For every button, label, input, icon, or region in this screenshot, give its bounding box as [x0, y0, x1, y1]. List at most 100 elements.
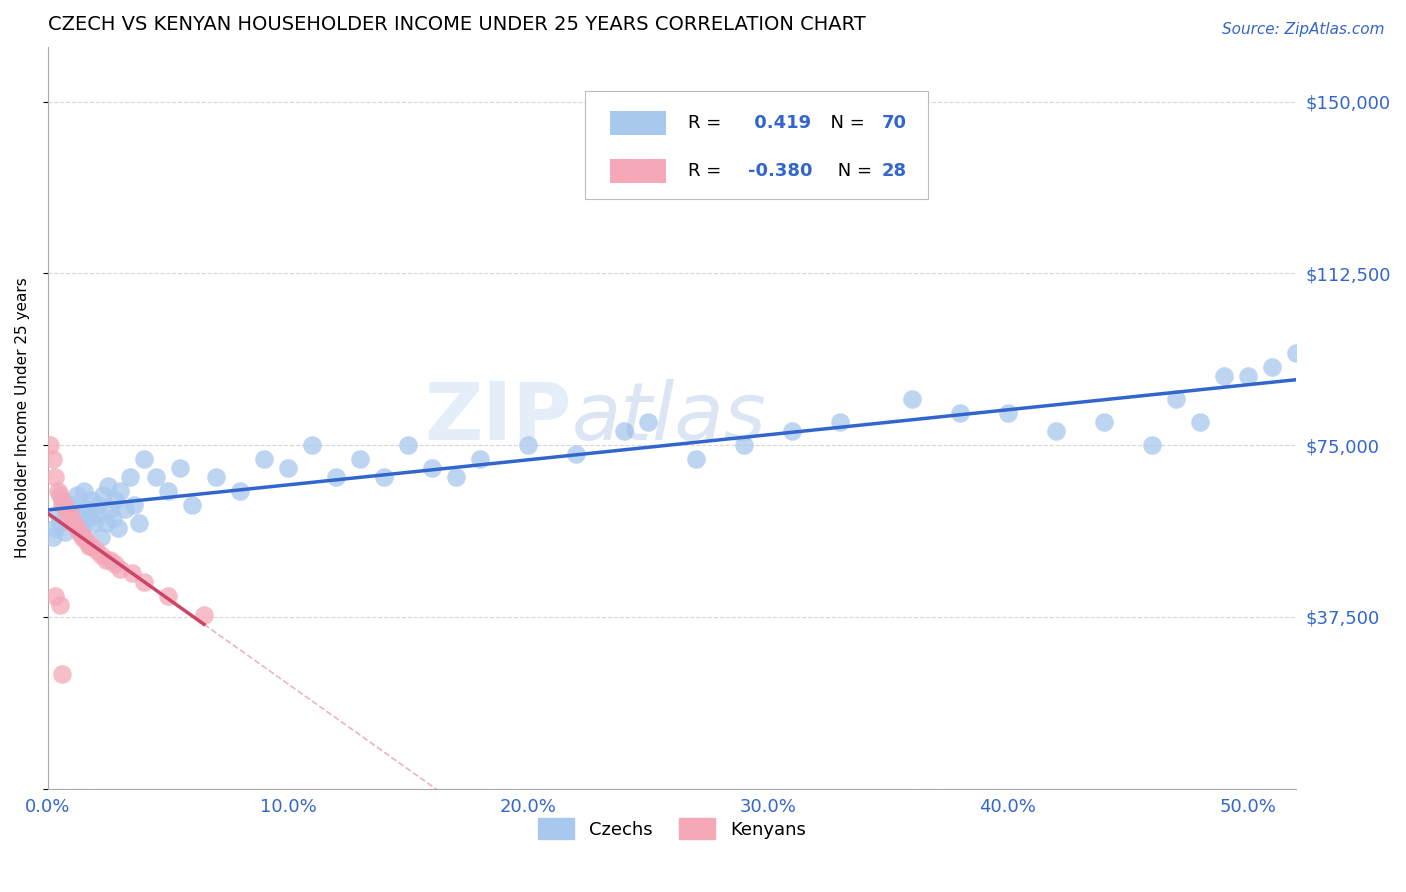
Point: [80, 493, 103, 508]
Point: [145, 470, 167, 484]
Point: [53, 498, 76, 512]
Point: [349, 451, 371, 466]
Point: [49, 599, 72, 613]
Point: [39, 438, 62, 452]
Text: Source: ZipAtlas.com: Source: ZipAtlas.com: [1222, 22, 1385, 37]
Point: [53, 525, 76, 540]
Point: [277, 461, 299, 475]
Point: [229, 483, 252, 498]
Point: [75, 502, 97, 516]
Point: [685, 451, 707, 466]
Point: [63, 516, 86, 530]
Point: [73, 530, 96, 544]
Point: [1261, 360, 1284, 375]
Point: [73, 483, 96, 498]
Point: [94, 552, 117, 566]
Point: [87, 498, 110, 512]
Text: atlas: atlas: [572, 378, 766, 457]
FancyBboxPatch shape: [610, 160, 665, 183]
Point: [114, 502, 136, 516]
Point: [468, 451, 491, 466]
Point: [104, 493, 127, 508]
Point: [169, 461, 191, 475]
Point: [901, 392, 924, 407]
Point: [1212, 369, 1234, 384]
Point: [67, 507, 90, 521]
Point: [70, 530, 93, 544]
Point: [63, 516, 86, 530]
Point: [118, 470, 141, 484]
Point: [56, 502, 79, 516]
Point: [420, 461, 443, 475]
Point: [1236, 369, 1258, 384]
Point: [90, 548, 112, 562]
Point: [181, 498, 204, 512]
Point: [132, 575, 155, 590]
Point: [84, 507, 107, 521]
Point: [51, 498, 73, 512]
Point: [108, 483, 131, 498]
Point: [124, 498, 146, 512]
Point: [1164, 392, 1187, 407]
Point: [49, 516, 72, 530]
Point: [205, 470, 228, 484]
Text: R =: R =: [688, 114, 727, 132]
Point: [42, 530, 65, 544]
Point: [193, 607, 215, 622]
Point: [90, 530, 112, 544]
Point: [77, 539, 100, 553]
Legend: Czechs, Kenyans: Czechs, Kenyans: [531, 811, 813, 847]
Point: [80, 539, 103, 553]
Text: N =: N =: [831, 162, 877, 180]
Point: [44, 470, 66, 484]
Y-axis label: Householder Income Under 25 years: Householder Income Under 25 years: [15, 277, 30, 558]
Point: [613, 425, 636, 439]
Point: [100, 502, 122, 516]
Text: 28: 28: [882, 162, 907, 180]
Point: [396, 438, 419, 452]
Point: [97, 479, 120, 493]
Text: R =: R =: [688, 162, 727, 180]
Point: [301, 438, 323, 452]
Text: 0.419: 0.419: [748, 114, 811, 132]
Point: [46, 507, 69, 521]
FancyBboxPatch shape: [585, 91, 928, 199]
Point: [108, 562, 131, 576]
Point: [66, 520, 89, 534]
Point: [83, 516, 105, 530]
Point: [1092, 415, 1115, 429]
Point: [51, 493, 73, 508]
Point: [59, 511, 82, 525]
Point: [121, 566, 143, 581]
FancyBboxPatch shape: [610, 112, 665, 135]
Point: [104, 557, 127, 571]
Point: [565, 447, 588, 461]
Point: [84, 543, 107, 558]
Text: ZIP: ZIP: [425, 378, 572, 457]
Point: [75, 534, 97, 549]
Point: [66, 488, 89, 502]
Point: [107, 520, 129, 534]
Point: [46, 483, 69, 498]
Point: [70, 520, 93, 534]
Point: [997, 406, 1019, 420]
Point: [44, 589, 66, 603]
Point: [51, 667, 73, 681]
Point: [733, 438, 755, 452]
Point: [1140, 438, 1163, 452]
Point: [100, 552, 122, 566]
Point: [128, 516, 150, 530]
Point: [444, 470, 467, 484]
Point: [60, 498, 83, 512]
Point: [91, 488, 114, 502]
Point: [780, 425, 803, 439]
Point: [60, 516, 83, 530]
Point: [373, 470, 395, 484]
Point: [44, 520, 66, 534]
Text: 70: 70: [882, 114, 907, 132]
Point: [253, 451, 276, 466]
Point: [56, 507, 79, 521]
Text: CZECH VS KENYAN HOUSEHOLDER INCOME UNDER 25 YEARS CORRELATION CHART: CZECH VS KENYAN HOUSEHOLDER INCOME UNDER…: [48, 15, 866, 34]
Point: [77, 511, 100, 525]
Point: [828, 415, 851, 429]
